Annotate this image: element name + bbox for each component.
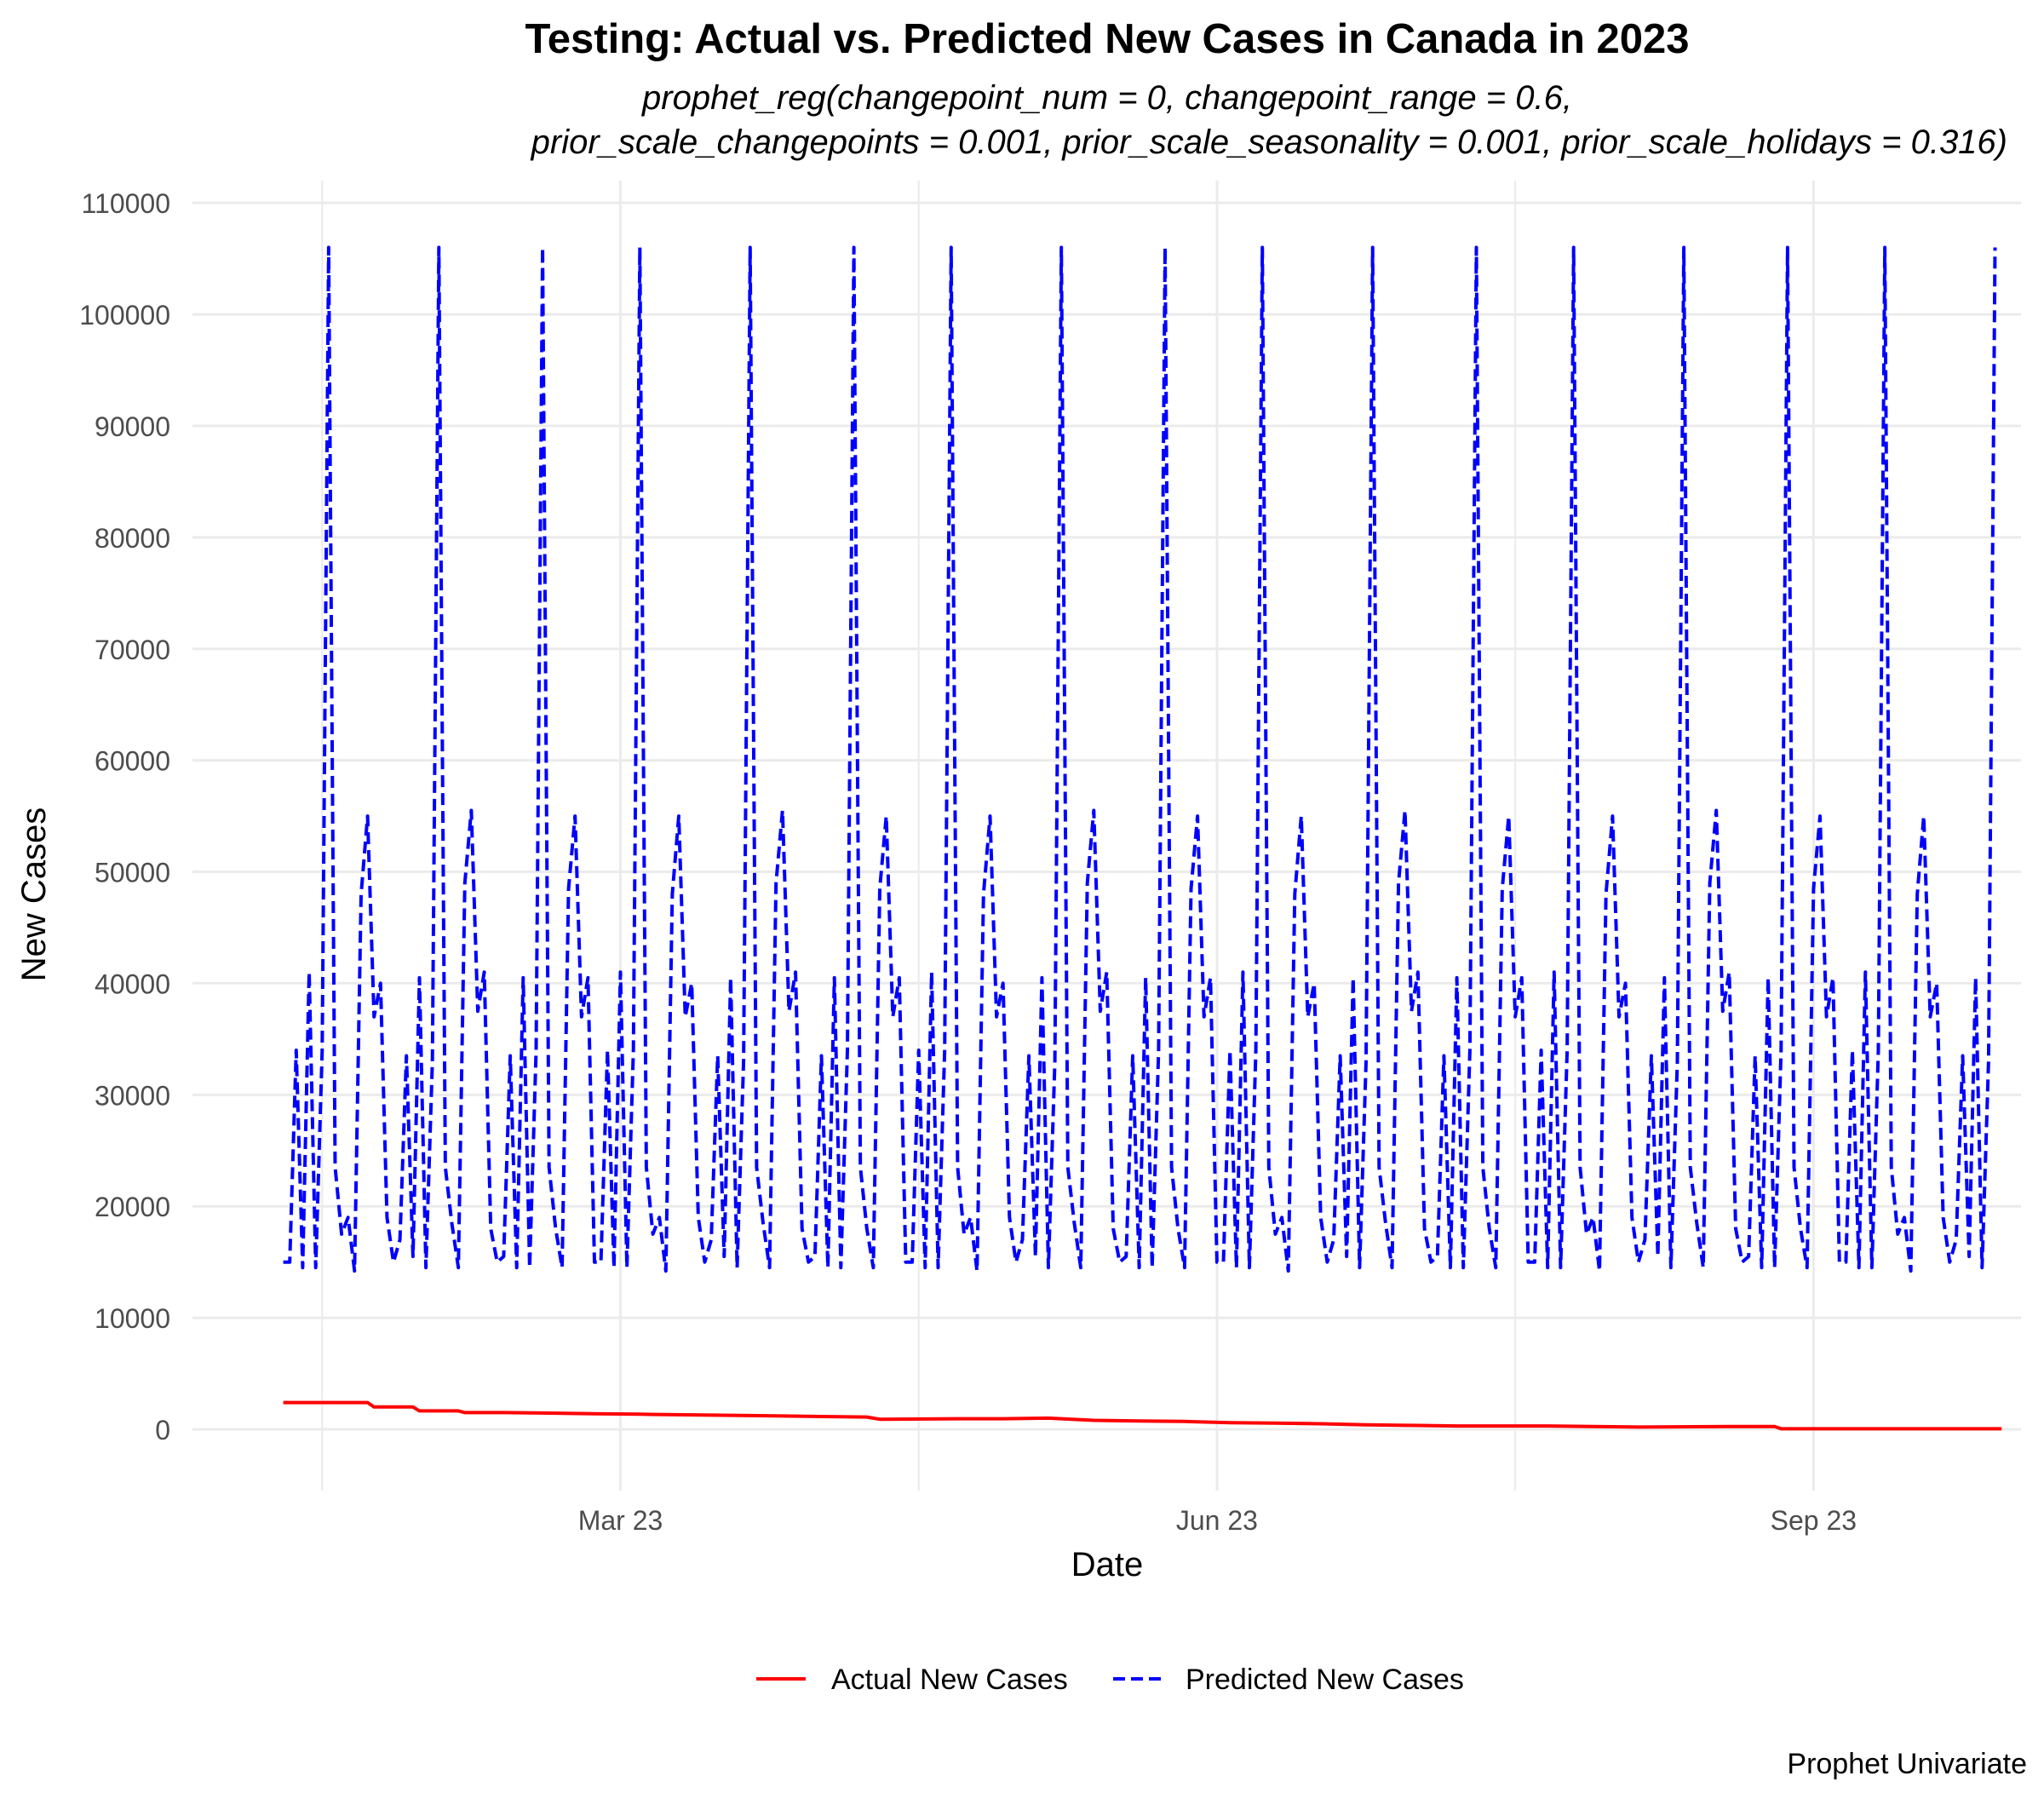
y-tick-label: 0 xyxy=(155,1415,170,1445)
series-line-predicted-new-cases xyxy=(283,245,1997,1273)
chart-subtitle-line-2: prior_scale_changepoints = 0.001, prior_… xyxy=(531,124,2007,161)
x-axis-ticks: Mar 23 Jun 23 Sep 23 xyxy=(578,1505,1857,1536)
legend-label-predicted-new-cases: Predicted New Cases xyxy=(1186,1664,1464,1696)
x-tick-label: Sep 23 xyxy=(1771,1505,1857,1536)
chart-subtitle-line-1: prophet_reg(changepoint_num = 0, changep… xyxy=(641,79,1572,117)
legend: Actual New Cases Predicted New Cases xyxy=(756,1664,1464,1696)
series-line-actual-new-cases xyxy=(283,1400,2002,1431)
series-lines xyxy=(283,245,2002,1431)
x-tick-label: Mar 23 xyxy=(578,1505,663,1536)
grid-lines xyxy=(192,181,2021,1491)
y-tick-label: 70000 xyxy=(95,635,170,665)
y-tick-label: 30000 xyxy=(95,1080,170,1111)
chart-title: Testing: Actual vs. Predicted New Cases … xyxy=(525,16,1689,62)
chart-caption: Prophet Univariate xyxy=(1787,1748,2027,1780)
y-tick-label: 10000 xyxy=(95,1303,170,1334)
y-tick-label: 80000 xyxy=(95,523,170,554)
y-tick-label: 60000 xyxy=(95,746,170,777)
y-axis-ticks: 0 10000 20000 30000 40000 50000 60000 70000 8000… xyxy=(79,188,170,1445)
x-axis-label: Date xyxy=(1071,1546,1144,1583)
y-axis-label: New Cases xyxy=(15,807,53,982)
y-tick-label: 110000 xyxy=(82,188,170,219)
y-tick-label: 100000 xyxy=(79,300,170,330)
y-tick-label: 90000 xyxy=(95,411,170,442)
y-tick-label: 20000 xyxy=(95,1192,170,1222)
x-tick-label: Jun 23 xyxy=(1176,1505,1258,1536)
y-tick-label: 40000 xyxy=(95,968,170,999)
y-tick-label: 50000 xyxy=(95,858,170,888)
legend-label-actual-new-cases: Actual New Cases xyxy=(831,1664,1068,1696)
